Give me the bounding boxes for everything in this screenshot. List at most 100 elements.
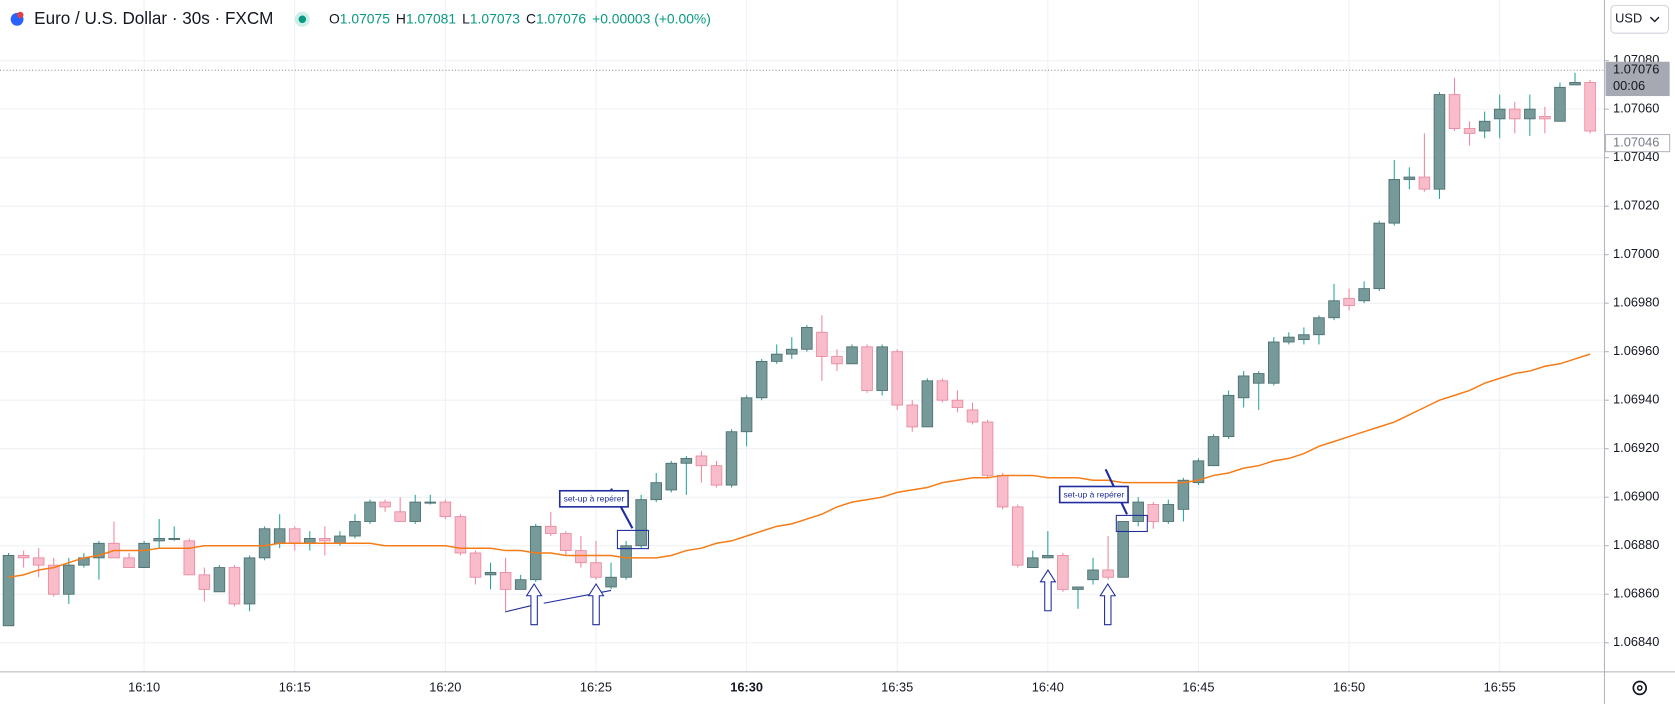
candle-body <box>650 482 662 501</box>
highlight-box <box>616 529 649 550</box>
candle-body <box>1313 317 1325 336</box>
candle-body <box>846 346 858 365</box>
candle-body <box>1373 222 1385 290</box>
candle-body <box>198 574 211 590</box>
y-tick-label: 1.06920 <box>1613 440 1659 455</box>
candle-body <box>1463 128 1476 134</box>
candle-body <box>319 538 331 542</box>
candle-body <box>394 511 406 522</box>
candle-body <box>906 404 919 428</box>
candle-body <box>770 353 783 362</box>
candle-body <box>891 351 903 406</box>
candle-body <box>288 528 301 544</box>
candle-body <box>1524 108 1536 120</box>
candle-body <box>1358 288 1370 302</box>
arrow-up <box>525 582 543 626</box>
x-tick-label: 16:25 <box>580 679 612 694</box>
last-price-box <box>1605 61 1670 97</box>
y-tick-label: 1.07040 <box>1613 149 1659 164</box>
ohlc-legend: O1.07075 H1.07081 L1.07073 C1.07076 +0.0… <box>329 10 711 26</box>
candle-body <box>1057 555 1069 590</box>
candle-body <box>680 457 693 464</box>
candle-body <box>454 516 467 554</box>
candle-body <box>213 567 226 593</box>
candle-body <box>710 465 723 486</box>
candle-body <box>439 501 452 518</box>
candle-body <box>786 348 798 355</box>
arrow-up <box>1039 569 1057 612</box>
candle-body <box>1508 108 1521 120</box>
price-axis <box>1604 0 1675 704</box>
ohlc-key: H <box>396 10 406 26</box>
candle-body <box>1177 479 1190 510</box>
candle-body <box>424 501 437 504</box>
candle-body <box>243 557 256 605</box>
annotations <box>505 468 1148 626</box>
settings-icon[interactable] <box>1636 685 1643 691</box>
candle-body <box>138 542 150 568</box>
header: Euro / U.S. Dollar · 30s · FXCM O1.07075… <box>10 9 711 28</box>
candle-body <box>1433 94 1446 190</box>
candle-body <box>1042 555 1054 559</box>
y-tick-label: 1.07060 <box>1613 101 1659 116</box>
x-tick-label: 16:35 <box>881 679 913 694</box>
x-tick-label: 16:20 <box>429 679 461 694</box>
candle-body <box>1554 86 1566 122</box>
candle-body <box>1343 297 1355 307</box>
time-axis <box>0 671 1675 704</box>
x-tick-label: 16:30 <box>730 679 763 694</box>
candle-body <box>861 346 873 391</box>
candle-body <box>1283 336 1295 343</box>
candle-body <box>560 533 572 552</box>
currency-button[interactable] <box>1610 4 1670 34</box>
candle-body <box>1388 179 1401 224</box>
candle-body <box>1478 120 1491 132</box>
candle-body <box>469 552 482 578</box>
candle-body <box>273 528 286 544</box>
candle-body <box>1418 176 1431 190</box>
alert-price-label: 1.07046 <box>1613 134 1659 149</box>
y-tick-label: 1.07020 <box>1613 198 1659 213</box>
currency-label[interactable]: USD <box>1615 11 1642 26</box>
candle-body <box>1252 373 1265 384</box>
candle-body <box>123 557 135 568</box>
callout-box <box>1058 485 1129 504</box>
candle-body <box>1087 569 1099 581</box>
trend-line <box>505 604 533 613</box>
candle-body <box>1132 501 1144 522</box>
alert-price-box <box>1605 133 1671 153</box>
dropdown-chevron[interactable] <box>1649 16 1660 23</box>
callout-box <box>558 489 629 508</box>
candle-body <box>228 567 241 605</box>
candle-body <box>2 555 15 627</box>
candle-body <box>635 499 647 547</box>
candle-body <box>816 331 828 357</box>
y-tick-label: 1.06840 <box>1613 634 1659 649</box>
x-tick-label: 16:45 <box>1182 679 1214 694</box>
ohlc-key: O <box>329 10 340 26</box>
candle-body <box>63 564 75 595</box>
candle-body <box>951 399 964 408</box>
candle-body <box>1162 504 1175 522</box>
candle-body <box>258 528 271 559</box>
ohlc-key: L <box>462 10 470 26</box>
candle-body <box>1011 506 1024 566</box>
candle-body <box>665 462 678 491</box>
candle-body <box>334 535 346 544</box>
candle-body <box>32 557 45 566</box>
symbol-icon <box>17 11 24 19</box>
candle-body <box>514 579 527 590</box>
moving-average <box>8 353 1591 578</box>
candle-body <box>379 501 391 508</box>
x-tick-label: 16:55 <box>1484 679 1516 694</box>
candle-body <box>1268 341 1280 384</box>
ohlc-change: +0.00003 (+0.00%) <box>592 10 711 26</box>
settings-button[interactable] <box>1632 680 1648 696</box>
candle-body <box>1448 94 1461 129</box>
candle-body <box>1237 375 1250 399</box>
y-tick-label: 1.06980 <box>1613 295 1659 310</box>
candle-body <box>605 576 617 588</box>
axis-labels: 1.06840 1.06860 1.06880 1.06900 1.06920 1.069… <box>128 52 1671 694</box>
y-tick-label: 1.07000 <box>1613 246 1659 261</box>
